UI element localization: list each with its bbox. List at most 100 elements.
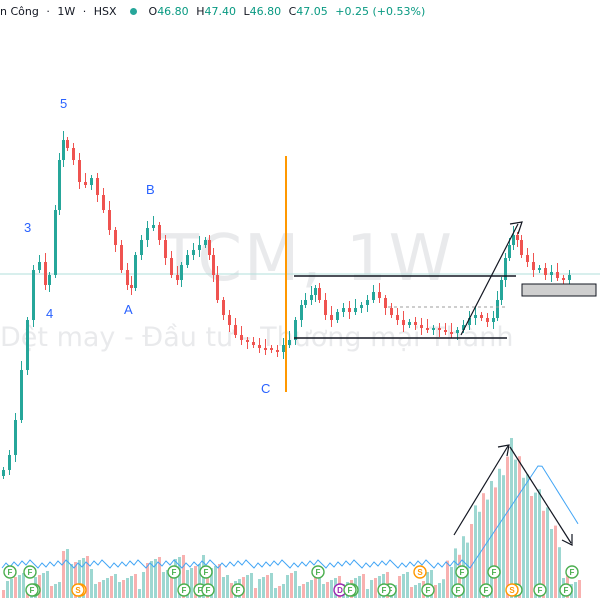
candle-body[interactable] [496, 300, 499, 318]
event-badge-s[interactable]: S [505, 583, 519, 597]
candle-body[interactable] [208, 240, 211, 255]
candle-body[interactable] [264, 348, 267, 350]
market-status-icon[interactable] [130, 7, 138, 15]
candle-body[interactable] [62, 140, 65, 160]
candle-body[interactable] [550, 272, 553, 275]
candle-body[interactable] [372, 292, 375, 300]
candle-body[interactable] [228, 315, 231, 325]
symbol-name[interactable]: n Công [0, 4, 39, 18]
candle-body[interactable] [444, 330, 447, 332]
candle-body[interactable] [314, 288, 317, 295]
candle-body[interactable] [114, 230, 117, 245]
candle-body[interactable] [504, 258, 507, 280]
candle-body[interactable] [164, 240, 167, 258]
event-badge-d[interactable]: D [333, 583, 347, 597]
event-badge-f[interactable]: F [565, 565, 579, 579]
candle-body[interactable] [212, 255, 215, 275]
candle-body[interactable] [288, 340, 291, 345]
candle-body[interactable] [438, 328, 441, 330]
candlesticks[interactable] [2, 131, 571, 479]
candle-body[interactable] [276, 350, 279, 352]
candle-body[interactable] [108, 210, 111, 230]
candle-body[interactable] [538, 268, 541, 270]
interval-label[interactable]: 1W [57, 4, 76, 18]
event-badge-f[interactable]: F [23, 565, 37, 579]
candle-body[interactable] [146, 228, 149, 240]
candle-body[interactable] [354, 308, 357, 312]
candle-body[interactable] [216, 275, 219, 300]
candle-body[interactable] [462, 325, 465, 330]
candle-body[interactable] [300, 305, 303, 320]
candle-body[interactable] [408, 322, 411, 325]
event-badge-s[interactable]: S [413, 565, 427, 579]
target-zone-box[interactable] [521, 283, 597, 297]
candle-body[interactable] [426, 328, 429, 330]
candle-body[interactable] [282, 345, 285, 352]
event-badge-f[interactable]: F [343, 583, 357, 597]
candle-body[interactable] [234, 325, 237, 335]
event-badge-f[interactable]: F [201, 583, 215, 597]
candle-body[interactable] [456, 330, 459, 333]
event-badge-f[interactable]: F [479, 583, 493, 597]
wave-label-4[interactable]: 4 [46, 306, 53, 321]
candle-body[interactable] [360, 305, 363, 308]
candle-body[interactable] [568, 275, 571, 280]
candle-body[interactable] [26, 320, 29, 370]
candle-body[interactable] [44, 262, 47, 285]
event-badge-f[interactable]: F [487, 565, 501, 579]
candle-body[interactable] [252, 342, 255, 345]
candle-body[interactable] [240, 335, 243, 340]
candle-body[interactable] [38, 262, 41, 270]
candle-body[interactable] [366, 300, 369, 305]
candle-body[interactable] [2, 470, 5, 476]
event-badge-f[interactable]: F [199, 565, 213, 579]
candle-body[interactable] [58, 160, 61, 210]
wave-label-5[interactable]: 5 [60, 96, 67, 111]
candle-body[interactable] [152, 225, 155, 228]
event-badge-f[interactable]: F [451, 583, 465, 597]
candle-body[interactable] [512, 235, 515, 245]
candle-body[interactable] [492, 318, 495, 322]
wave-label-3[interactable]: 3 [24, 220, 31, 235]
event-badge-f[interactable]: F [559, 583, 573, 597]
candle-body[interactable] [432, 328, 435, 330]
candle-body[interactable] [556, 272, 559, 278]
candle-body[interactable] [390, 308, 393, 315]
wave-label-a[interactable]: A [124, 302, 133, 317]
event-badge-f[interactable]: F [167, 565, 181, 579]
candle-body[interactable] [294, 320, 297, 340]
candle-body[interactable] [32, 270, 35, 320]
candle-body[interactable] [324, 300, 327, 315]
candle-body[interactable] [480, 315, 483, 318]
candle-body[interactable] [468, 318, 471, 325]
candle-body[interactable] [78, 160, 81, 182]
candle-body[interactable] [486, 318, 489, 322]
candle-body[interactable] [336, 312, 339, 320]
candle-body[interactable] [130, 285, 133, 288]
candle-body[interactable] [304, 300, 307, 305]
candle-body[interactable] [246, 340, 249, 342]
candle-body[interactable] [176, 275, 179, 280]
candle-body[interactable] [90, 178, 93, 185]
candle-body[interactable] [66, 140, 69, 148]
candle-body[interactable] [54, 210, 57, 275]
candle-body[interactable] [186, 255, 189, 265]
event-badge-f[interactable]: F [177, 583, 191, 597]
candle-body[interactable] [204, 240, 207, 245]
candle-body[interactable] [342, 308, 345, 312]
candle-body[interactable] [318, 288, 321, 300]
event-badge-f[interactable]: F [455, 565, 469, 579]
candle-body[interactable] [102, 195, 105, 210]
candle-body[interactable] [96, 178, 99, 195]
candle-body[interactable] [520, 240, 523, 255]
candle-body[interactable] [562, 278, 565, 280]
candle-body[interactable] [84, 182, 87, 185]
candle-body[interactable] [420, 325, 423, 328]
candle-body[interactable] [402, 320, 405, 325]
event-badge-s[interactable]: S [71, 583, 85, 597]
candle-body[interactable] [120, 245, 123, 270]
volume-up-arrow[interactable] [453, 445, 509, 536]
candle-body[interactable] [222, 300, 225, 315]
